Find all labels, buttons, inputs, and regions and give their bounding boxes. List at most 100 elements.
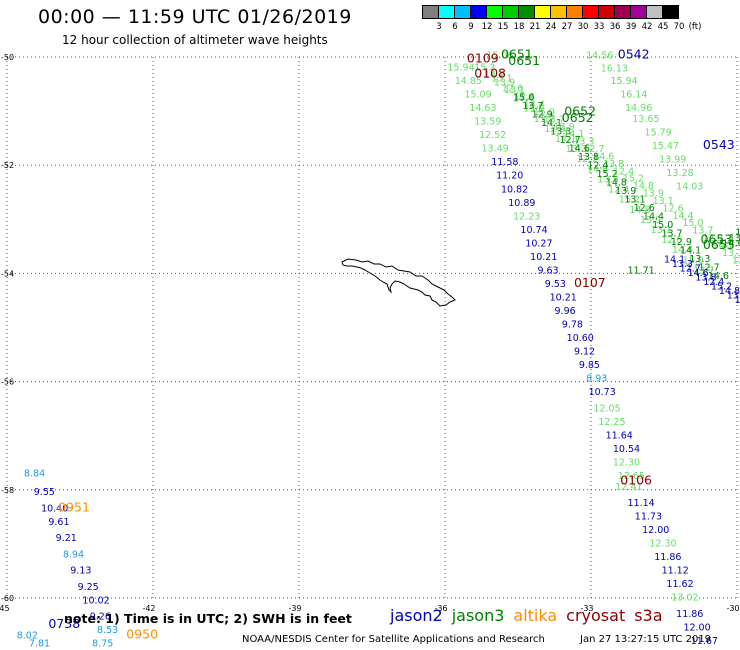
swh-value: 12.52 [479,130,506,141]
dense-track-value: 13.8 [695,273,716,284]
dense-track-value: 13.3 [566,144,587,155]
swh-value: 14.96 [625,103,652,114]
dense-track-value: 15.2 [619,195,640,206]
dense-track-value: 14.8 [629,205,650,216]
swh-value: 8.02 [17,631,38,642]
dense-track-value: 15.0 [523,104,544,115]
swh-value: 8.53 [97,625,118,636]
swh-value: 10.74 [520,225,547,236]
swh-value: 14.63 [469,103,496,114]
colorbar-label: 30 [577,22,589,32]
swh-value: 9.26 [90,612,111,623]
swh-value: 14.03 [676,182,703,193]
dense-track-value: 13.3 [573,137,594,148]
dense-track-value: 13.3 [550,126,571,137]
swh-value: 9.25 [78,582,99,593]
dense-track-value: 13.3 [689,254,710,265]
dense-track-value: 14.8 [719,286,740,297]
dense-track-value: 13.7 [661,228,682,239]
colorbar-label: 9 [468,22,474,32]
dense-track-value: 14.8 [606,177,627,188]
swh-value: 10.02 [82,595,109,606]
swh-value: 12.30 [649,539,676,550]
axis-labels: -45 -42 -39 -36 -33 -30 -50 -52 -54 -56 -58 -60 [0,53,740,613]
swh-value: 15.79 [645,127,672,138]
swh-value: 16.14 [620,90,647,101]
swh-value: 9.85 [579,360,600,371]
swh-value: 11.14 [628,498,655,509]
dense-track-value: 13.3 [672,259,693,270]
colorbar-label: 18 [513,22,525,32]
colorbar-label: 6 [452,22,458,32]
swh-value: 11.62 [666,579,693,590]
dense-track-value: 15.2 [711,282,732,293]
pass-time-label: 0951 [58,499,90,514]
swh-value: 13.99 [659,154,686,165]
dense-track-value: 14.1 [664,255,685,266]
south-georgia-coastline [341,258,456,307]
pass-time-label: 0653 [701,232,733,247]
satellite-legend: jason2 jason3 altika cryosat s3a [390,606,663,625]
dense-track-value: 12.6 [514,92,535,103]
swh-value: 12.05 [593,403,620,414]
colorbar-label: 36 [609,22,621,32]
dense-track-value: 15.2 [474,63,495,74]
dense-track-value: 12.7 [576,154,597,165]
legend-item-s3a: s3a [634,606,663,625]
dense-track-value: 12.6 [661,235,682,246]
lat-tick-label: -54 [1,269,14,278]
legend-item-jason3: jason3 [451,606,505,625]
dense-track-value: 13.9 [640,215,661,226]
lon-tick-label: -45 [0,604,10,613]
swh-value: 15.06 [486,51,513,62]
dense-track-labels: 15.214.813.913.112.614.415.013.712.914.1… [474,63,740,307]
swh-value: 7.81 [29,639,50,650]
dense-track-value: 13.7 [522,101,543,112]
dense-track-value: 15.0 [534,107,555,118]
dense-track-value: 12.7 [559,135,580,146]
dense-track-value: 13.3 [722,248,740,259]
dense-track-value: 12.7 [699,262,720,273]
lat-tick-label: -60 [1,594,14,603]
colorbar-label: 24 [545,22,557,32]
map-note: note: 1) Time is in UTC; 2) SWH is in fe… [64,611,352,626]
dense-track-value: 14.4 [672,211,693,222]
dense-track-value: 13.7 [534,114,555,125]
swh-value: 10.82 [501,184,528,195]
swh-value: 11.58 [491,157,518,168]
colorbar-label: 39 [625,22,637,32]
dense-track-value: 14.6 [587,164,608,175]
dense-track-value: 12.9 [532,109,553,120]
dense-track-value: 13.1 [653,196,674,207]
swh-value: 12.25 [598,417,625,428]
swh-value: 11.73 [635,512,662,523]
dense-track-value: 12.9 [544,124,565,135]
pass-time-label: 0107 [574,275,606,290]
dense-track-value: 14.1 [712,240,733,251]
dense-track-value: 14.1 [541,118,562,129]
dense-track-value: 13.1 [651,225,672,236]
pass-time-label: 0651 [508,53,540,68]
swh-value: 10.27 [525,238,552,249]
swh-value: 15.94 [447,63,474,74]
dense-track-value: 12.4 [587,160,608,171]
lon-tick-label: -42 [142,604,155,613]
dense-track-value: 13.9 [615,186,636,197]
swh-value: 13.28 [666,168,693,179]
dense-track-value: 13.8 [603,159,624,170]
dense-track-value: 14.6 [708,271,729,282]
lat-tick-label: -52 [1,161,14,170]
dense-track-value: 13.7 [693,265,714,276]
swh-value: 10.21 [530,252,557,263]
swh-value: 15.09 [464,90,491,101]
dense-track-value: 14.4 [524,100,545,111]
pass-time-label: 0106 [620,472,652,487]
lat-tick-label: -50 [1,53,14,62]
dense-track-value: 13.1 [491,73,512,84]
dense-track-value: 14.6 [722,238,740,249]
pass-time-label: 0651 [501,47,533,62]
swh-observations: 15.94 15.06 14.85 15.09 14.63 13.59 12.52 13.49… [17,51,726,650]
coastline-path [341,258,456,307]
swh-value: 10.21 [550,292,577,303]
